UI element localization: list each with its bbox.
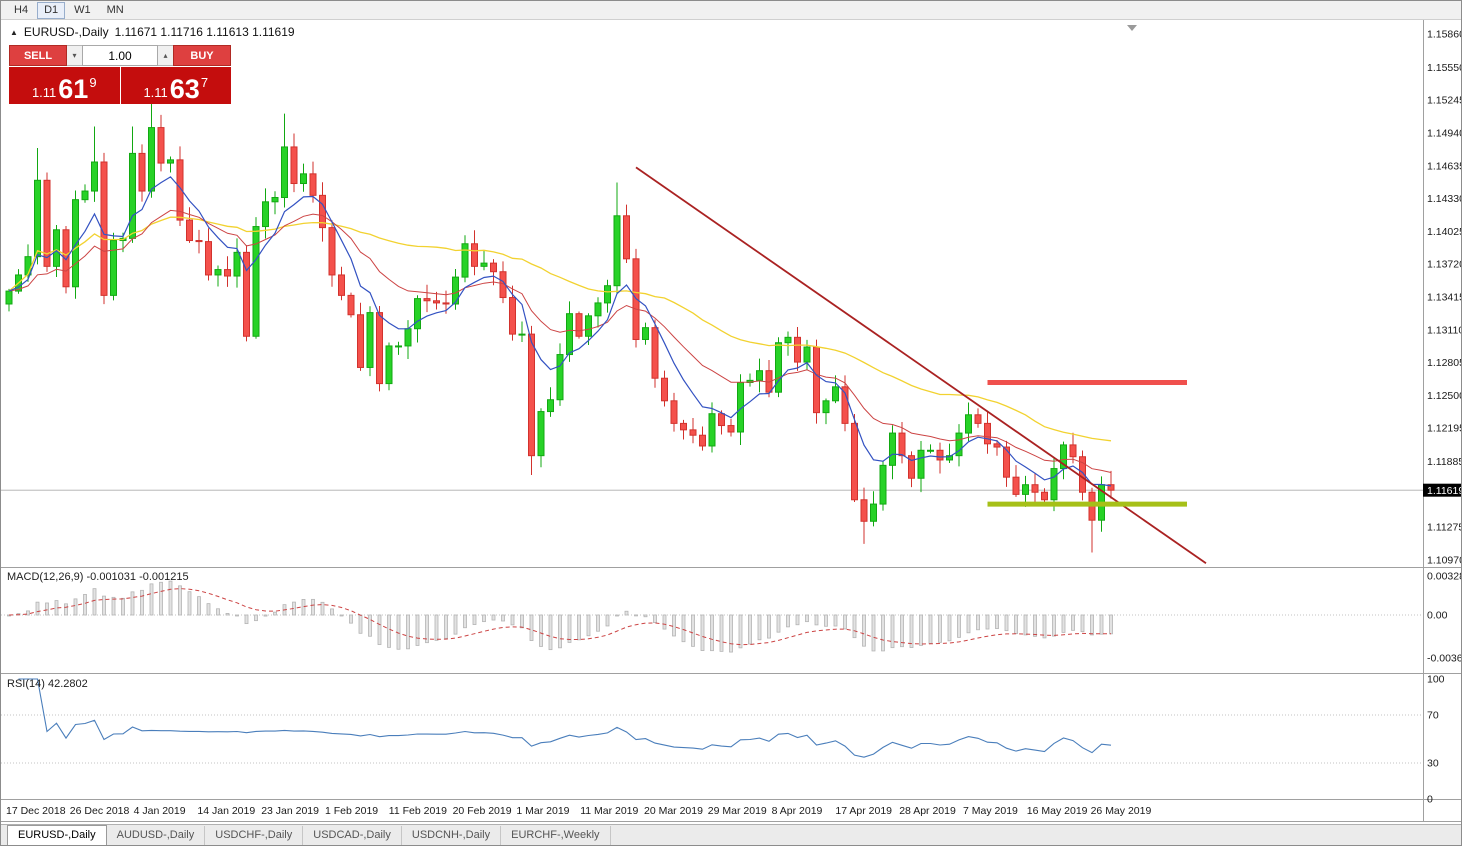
chart-tab-eurchf-weekly[interactable]: EURCHF-,Weekly: [501, 826, 611, 845]
volume-decrease-button[interactable]: ▾: [67, 45, 82, 66]
chart-tab-usdcad-daily[interactable]: USDCAD-,Daily: [303, 826, 402, 845]
svg-text:30: 30: [1427, 758, 1439, 770]
svg-text:1.13110: 1.13110: [1427, 324, 1462, 336]
macd-axis: 0.003287 0.00 -0.003655: [1427, 571, 1462, 665]
chart-symbol-label: EURUSD-,Daily: [23, 25, 109, 39]
svg-text:1.15245: 1.15245: [1427, 95, 1462, 107]
symbol-marker-icon: ▲: [10, 27, 18, 37]
timeframe-toolbar: H4 D1 W1 MN: [1, 1, 1461, 20]
svg-text:1.14025: 1.14025: [1427, 226, 1462, 238]
ma-slow-line: [8, 216, 1112, 442]
svg-text:7 May 2019: 7 May 2019: [963, 805, 1018, 817]
svg-text:23 Jan 2019: 23 Jan 2019: [261, 805, 319, 817]
one-click-trading-panel: SELL ▾ ▴ BUY 1.11 61 9 1.11 63 7: [9, 45, 231, 104]
svg-text:1.14635: 1.14635: [1427, 160, 1462, 172]
svg-text:1.11275: 1.11275: [1427, 522, 1462, 534]
svg-text:1.12805: 1.12805: [1427, 357, 1462, 369]
svg-text:-0.003655: -0.003655: [1427, 653, 1462, 665]
svg-text:28 Apr 2019: 28 Apr 2019: [899, 805, 956, 817]
timeframe-button-d1[interactable]: D1: [37, 1, 66, 19]
price-axis[interactable]: 1.15860 1.15550 1.15245 1.14940 1.14635 1.143…: [1423, 29, 1462, 567]
macd-label: MACD(12,26,9) -0.001031 -0.001215: [7, 571, 189, 583]
svg-text:1.15860: 1.15860: [1427, 29, 1462, 41]
timeframe-button-w1[interactable]: W1: [74, 3, 91, 16]
rsi-axis: 100 70 30 0: [1427, 674, 1445, 806]
sell-price-prefix: 1.11: [31, 85, 57, 101]
svg-text:1.14940: 1.14940: [1427, 127, 1462, 139]
volume-input[interactable]: [82, 45, 158, 66]
svg-text:17 Apr 2019: 17 Apr 2019: [835, 805, 892, 817]
buy-button[interactable]: BUY: [173, 45, 231, 66]
svg-text:0: 0: [1427, 794, 1433, 806]
svg-text:0.00: 0.00: [1427, 610, 1448, 622]
ma-fast-line: [8, 176, 1112, 487]
svg-text:1 Feb 2019: 1 Feb 2019: [325, 805, 378, 817]
svg-text:11 Feb 2019: 11 Feb 2019: [389, 805, 447, 817]
candles-layer: [5, 88, 1115, 553]
rsi-value: 42.2802: [47, 678, 88, 690]
chart-tab-usdchf-daily[interactable]: USDCHF-,Daily: [205, 826, 304, 845]
buy-price-button[interactable]: 1.11 63 7: [120, 67, 231, 104]
timeframe-button-mn[interactable]: MN: [106, 3, 124, 16]
buy-price-pipette: 7: [200, 75, 209, 90]
svg-text:29 Mar 2019: 29 Mar 2019: [708, 805, 767, 817]
svg-text:20 Mar 2019: 20 Mar 2019: [644, 805, 703, 817]
svg-text:70: 70: [1427, 710, 1439, 722]
descending-trendline[interactable]: [635, 166, 1207, 564]
chart-tab-audusd-daily[interactable]: AUDUSD-,Daily: [107, 826, 206, 845]
svg-text:1.11885: 1.11885: [1427, 456, 1462, 468]
macd-name: MACD(12,26,9): [7, 571, 84, 583]
chart-tabs: EURUSD-,Daily AUDUSD-,Daily USDCHF-,Daily U…: [1, 824, 1461, 845]
svg-text:16 May 2019: 16 May 2019: [1027, 805, 1088, 817]
svg-text:1.12195: 1.12195: [1427, 423, 1462, 435]
panel-dividers: [1, 19, 1461, 822]
chart-tab-eurusd-daily[interactable]: EURUSD-,Daily: [7, 825, 107, 845]
svg-text:11 Mar 2019: 11 Mar 2019: [580, 805, 638, 817]
sell-button[interactable]: SELL: [9, 45, 67, 66]
svg-text:1.15550: 1.15550: [1427, 62, 1462, 74]
svg-text:1.13720: 1.13720: [1427, 259, 1462, 271]
svg-text:20 Feb 2019: 20 Feb 2019: [453, 805, 512, 817]
svg-text:1.11619: 1.11619: [1427, 485, 1462, 497]
rsi-label: RSI(14) 42.2802: [7, 678, 88, 690]
svg-text:26 Dec 2018: 26 Dec 2018: [70, 805, 130, 817]
svg-text:100: 100: [1427, 674, 1445, 686]
chart-shift-icon[interactable]: [1127, 25, 1137, 31]
sell-price-button[interactable]: 1.11 61 9: [9, 67, 120, 104]
svg-text:1.10970: 1.10970: [1427, 555, 1462, 567]
timeframe-button-h4[interactable]: H4: [14, 3, 29, 16]
sell-price-big: 61: [58, 73, 89, 104]
volume-increase-button[interactable]: ▴: [158, 45, 173, 66]
svg-text:14 Jan 2019: 14 Jan 2019: [197, 805, 255, 817]
macd-values: -0.001031 -0.001215: [86, 571, 189, 583]
svg-text:1.13415: 1.13415: [1427, 292, 1462, 304]
svg-text:17 Dec 2018: 17 Dec 2018: [6, 805, 66, 817]
rsi-name: RSI(14): [7, 678, 45, 690]
svg-text:8 Apr 2019: 8 Apr 2019: [772, 805, 823, 817]
buy-price-big: 63: [169, 73, 200, 104]
time-axis[interactable]: 17 Dec 2018 26 Dec 2018 4 Jan 2019 14 Jan 2…: [6, 805, 1151, 817]
chart-header: ▲ EURUSD-,Daily 1.11671 1.11716 1.11613 …: [10, 25, 295, 39]
ma-mid-line: [8, 209, 1112, 473]
buy-price-prefix: 1.11: [143, 85, 168, 101]
sell-price-pipette: 9: [89, 75, 97, 90]
svg-text:1.12500: 1.12500: [1427, 390, 1462, 402]
macd-signal-line: [8, 588, 1111, 646]
svg-text:1 Mar 2019: 1 Mar 2019: [516, 805, 569, 817]
rsi-level-lines: [1, 714, 1423, 764]
chart-tab-usdcnh-daily[interactable]: USDCNH-,Daily: [402, 826, 502, 845]
macd-histogram: [7, 580, 1113, 653]
svg-text:1.14330: 1.14330: [1427, 193, 1462, 205]
current-price-tag: [1423, 483, 1461, 497]
chart-ohlc-values: 1.11671 1.11716 1.11613 1.11619: [114, 25, 295, 39]
svg-text:0.003287: 0.003287: [1427, 571, 1462, 583]
svg-text:26 May 2019: 26 May 2019: [1091, 805, 1152, 817]
svg-text:4 Jan 2019: 4 Jan 2019: [134, 805, 186, 817]
rsi-line: [18, 678, 1112, 758]
